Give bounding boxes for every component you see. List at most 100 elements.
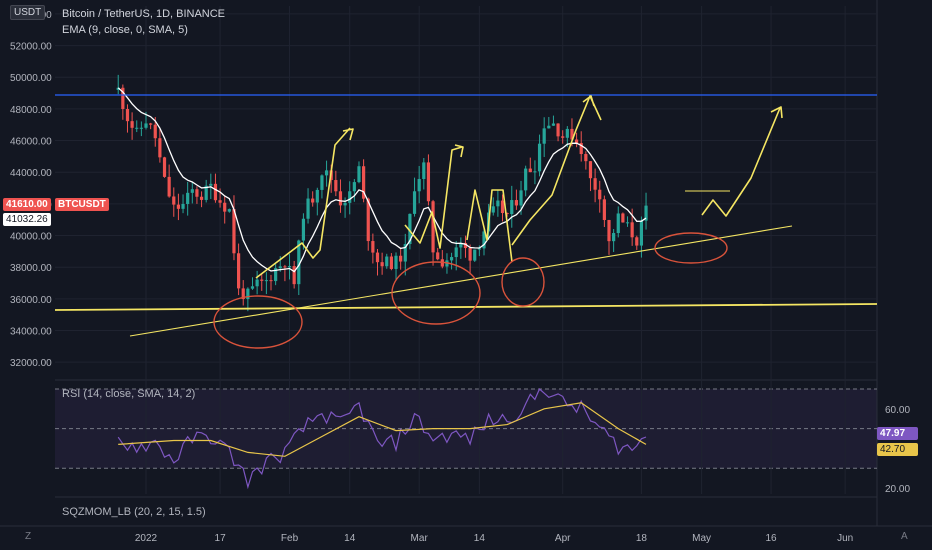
candle-body — [454, 247, 458, 258]
candle-body — [510, 200, 514, 215]
circle-highlight — [213, 295, 303, 349]
candle-body — [158, 138, 162, 158]
drawings-layer — [54, 94, 878, 349]
hand-drawn-path — [404, 144, 464, 249]
price-axis[interactable]: 32000.00 34000.00 36000.00 38000.00 40000.00… — [10, 10, 910, 495]
candle-body — [116, 87, 120, 90]
time-tick-label: 16 — [765, 533, 777, 544]
candle-body — [394, 255, 398, 269]
candle-body — [130, 121, 134, 128]
candle-body — [348, 191, 352, 203]
candle-body — [144, 123, 148, 128]
candle-body — [287, 266, 292, 268]
candle-body — [477, 248, 481, 250]
candle-body — [408, 213, 412, 245]
timezone-icon[interactable]: Z — [25, 531, 32, 542]
candle-body — [403, 244, 407, 262]
price-tick-label: 52000.00 — [10, 42, 52, 53]
candle-body — [135, 127, 139, 129]
candle-body — [292, 266, 296, 285]
candle-body — [579, 142, 583, 155]
time-tick-label: Feb — [281, 533, 299, 544]
candle-body — [204, 185, 208, 200]
price-tick-label: 44000.00 — [10, 168, 52, 179]
hand-drawn-path — [701, 106, 783, 217]
price-tick-label: 38000.00 — [10, 263, 52, 274]
time-tick-label: May — [692, 533, 711, 544]
candle-body — [426, 162, 431, 202]
candle-body — [199, 196, 204, 200]
candle-body — [162, 157, 167, 177]
price-tick-label: 36000.00 — [10, 295, 52, 306]
candle-body — [625, 222, 630, 224]
candle-body — [343, 202, 347, 206]
candle-body — [385, 256, 389, 267]
symbol-title: Bitcoin / TetherUS, 1D, BINANCE — [62, 8, 226, 20]
candle-body — [482, 231, 486, 249]
ema-legend: EMA (9, close, 0, SMA, 5) — [62, 24, 188, 36]
candle-body — [598, 189, 602, 200]
candle-body — [537, 143, 542, 172]
rsi-ma-line — [118, 402, 647, 457]
grid — [55, 6, 877, 494]
circle-highlight — [654, 232, 728, 264]
time-axis[interactable]: 2022 17 Feb 14 Mar 14 Apr 18 May 16 Jun — [135, 533, 853, 544]
ema-line — [117, 87, 647, 273]
candle-body — [436, 252, 440, 260]
candle-body — [422, 162, 426, 180]
candle-body — [213, 183, 218, 201]
candle-body — [320, 175, 324, 190]
candle-body — [218, 200, 222, 203]
candle-body — [547, 125, 551, 129]
candle-body — [371, 241, 375, 253]
ema-layer — [117, 87, 647, 273]
candle-body — [190, 189, 194, 193]
candle-body — [250, 286, 255, 289]
price-tick-label: 40000.00 — [10, 232, 52, 243]
currency-badge[interactable]: USDT — [10, 5, 46, 20]
candle-body — [468, 248, 472, 261]
rsi-tick-label: 20.00 — [885, 484, 910, 495]
price-tick-label: 50000.00 — [10, 73, 52, 84]
time-tick-label: Apr — [555, 533, 571, 544]
candle-body — [269, 280, 273, 282]
ema-value-tag: 41032.26 — [3, 213, 51, 226]
candle-body — [412, 191, 417, 214]
candle-body — [297, 240, 301, 285]
support-line — [54, 303, 878, 311]
time-tick-label: 14 — [344, 533, 356, 544]
auto-scale-icon[interactable]: A — [901, 531, 908, 542]
candle-body — [246, 288, 250, 300]
last-price-tag: 41610.00 — [3, 198, 51, 211]
candle-body — [635, 237, 639, 246]
candle-body — [362, 166, 366, 199]
candle-body — [375, 252, 380, 263]
candle-body — [399, 255, 403, 262]
candle-body — [602, 199, 606, 221]
candle-body — [237, 253, 241, 289]
candle-body — [584, 154, 588, 162]
rsi-layer — [117, 388, 647, 490]
candle-body — [612, 233, 616, 242]
circle-highlight — [501, 257, 545, 307]
rsi-value-tag: 47.97 — [877, 427, 918, 440]
candle-body — [176, 204, 181, 209]
price-tick-label: 32000.00 — [10, 358, 52, 369]
symbol-tag: BTCUSDT — [55, 198, 109, 211]
candle-body — [639, 220, 644, 246]
candle-body — [139, 127, 143, 129]
candle-body — [533, 171, 537, 173]
candle-body — [167, 176, 171, 197]
candle-body — [570, 128, 574, 140]
candle-body — [195, 189, 199, 197]
candle-body — [241, 288, 245, 300]
candle-body — [459, 242, 463, 248]
time-tick-label: Mar — [411, 533, 429, 544]
candle-body — [274, 268, 278, 282]
candle-body — [121, 87, 125, 109]
candle-body — [338, 191, 343, 206]
candle-body — [630, 222, 634, 238]
candle-body — [278, 266, 282, 269]
candle-body — [473, 249, 477, 261]
